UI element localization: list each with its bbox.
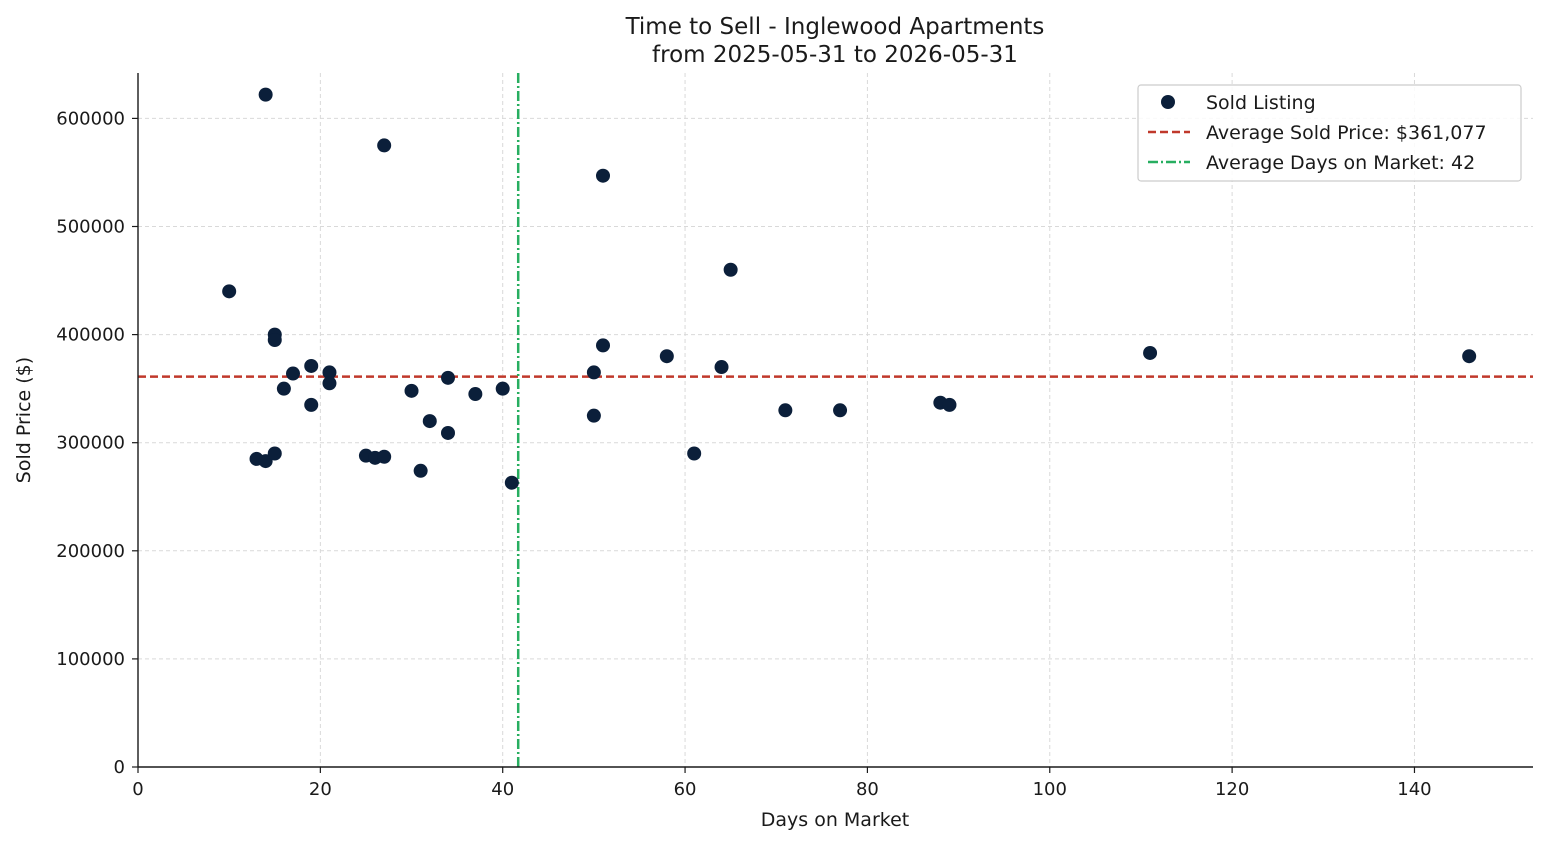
- data-point: [276, 381, 291, 396]
- data-point: [659, 349, 674, 364]
- y-tick-label: 100000: [56, 649, 125, 670]
- data-point: [267, 333, 282, 348]
- data-points: [222, 87, 1477, 490]
- x-tick-label: 140: [1397, 779, 1431, 800]
- y-tick-label: 400000: [56, 325, 125, 346]
- data-point: [723, 262, 738, 277]
- legend: Sold Listing Average Sold Price: $361,07…: [1137, 84, 1522, 182]
- legend-marker-sold-listing: [1161, 95, 1175, 109]
- data-point: [404, 383, 419, 398]
- data-point: [596, 338, 610, 353]
- legend-label-sold-listing: Sold Listing: [1206, 92, 1316, 114]
- data-point: [778, 403, 793, 418]
- x-tick-label: 60: [674, 779, 697, 800]
- data-point: [286, 366, 300, 381]
- data-point: [441, 425, 455, 440]
- data-point: [267, 446, 282, 461]
- data-point: [322, 376, 337, 391]
- axes: [132, 73, 1533, 773]
- chart-title: Time to Sell - Inglewood Apartments: [625, 14, 1045, 40]
- data-point: [1143, 345, 1158, 360]
- data-point: [377, 138, 392, 153]
- data-point: [413, 463, 428, 478]
- data-point: [495, 381, 510, 396]
- data-point: [833, 403, 848, 418]
- data-point: [586, 408, 601, 423]
- reference-lines: [138, 73, 1533, 767]
- x-axis-label: Days on Market: [761, 809, 909, 831]
- data-point: [304, 358, 319, 373]
- y-tick-label: 500000: [56, 217, 125, 238]
- data-point: [422, 414, 437, 429]
- y-axis-label: Sold Price ($): [13, 357, 35, 483]
- data-point: [504, 475, 519, 490]
- x-tick-label: 100: [1033, 779, 1067, 800]
- x-tick-label: 20: [309, 779, 332, 800]
- x-tick-label: 0: [132, 779, 143, 800]
- data-point: [586, 365, 601, 380]
- data-point: [468, 387, 483, 402]
- y-tick-label: 0: [114, 757, 125, 778]
- legend-label-average-days: Average Days on Market: 42: [1206, 152, 1475, 174]
- data-point: [1462, 349, 1477, 364]
- data-point: [687, 446, 702, 461]
- y-tick-label: 600000: [56, 108, 125, 129]
- data-point: [596, 168, 610, 183]
- data-point: [322, 365, 337, 380]
- data-point: [441, 370, 455, 385]
- y-tick-label: 200000: [56, 541, 125, 562]
- chart-subtitle: from 2025-05-31 to 2026-05-31: [652, 42, 1018, 68]
- legend-box: [1137, 84, 1522, 182]
- x-tick-label: 40: [491, 779, 514, 800]
- data-point: [222, 284, 237, 299]
- x-tick-label: 120: [1215, 779, 1249, 800]
- x-tick-label: 80: [856, 779, 879, 800]
- tick-labels: 0 20 40 60 80 100 120 140 0 100000 200000 300000 400…: [56, 108, 1431, 800]
- data-point: [714, 360, 729, 375]
- data-point: [377, 449, 392, 464]
- legend-label-average-price: Average Sold Price: $361,077: [1206, 122, 1487, 144]
- data-point: [942, 397, 957, 412]
- data-point: [304, 397, 319, 412]
- data-point: [258, 87, 273, 102]
- y-tick-label: 300000: [56, 433, 125, 454]
